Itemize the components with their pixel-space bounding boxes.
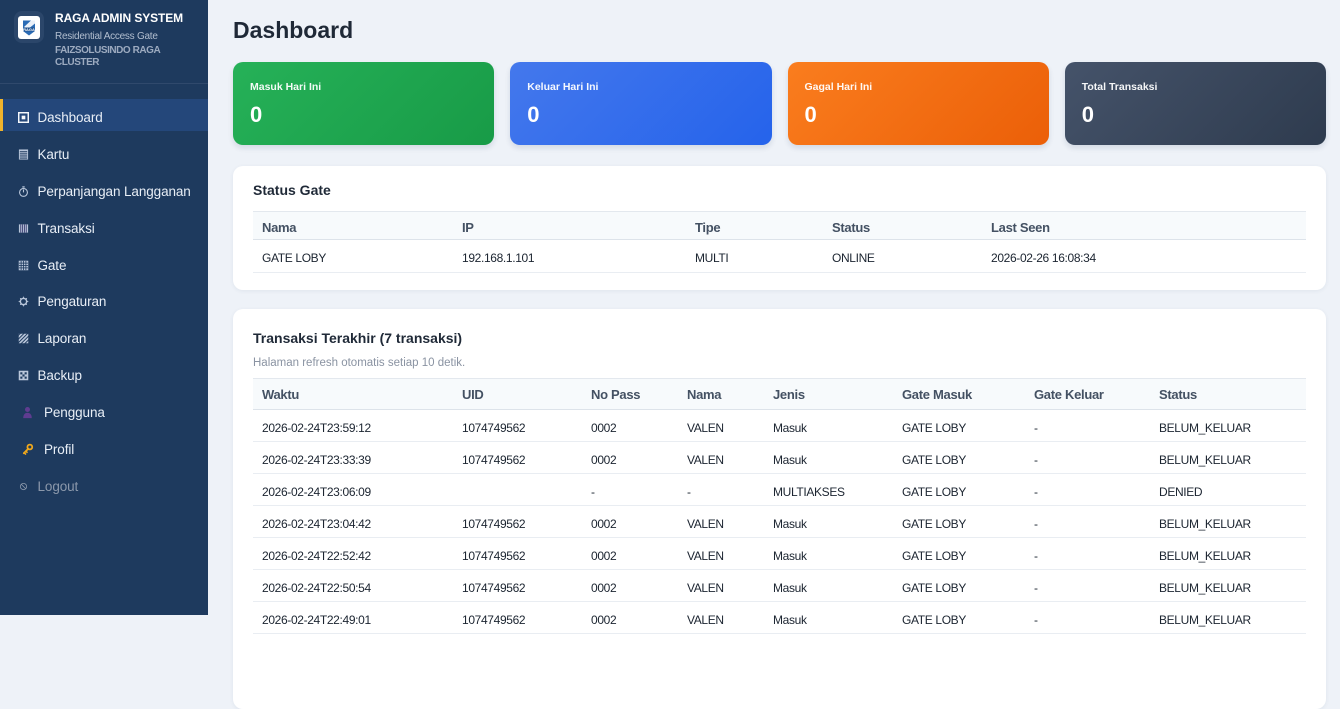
- svg-text:RAGA: RAGA: [23, 26, 35, 31]
